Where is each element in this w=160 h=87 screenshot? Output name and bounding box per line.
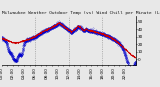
Text: Milwaukee Weather Outdoor Temp (vs) Wind Chill per Minute (Last 24 Hours): Milwaukee Weather Outdoor Temp (vs) Wind…: [2, 11, 160, 15]
